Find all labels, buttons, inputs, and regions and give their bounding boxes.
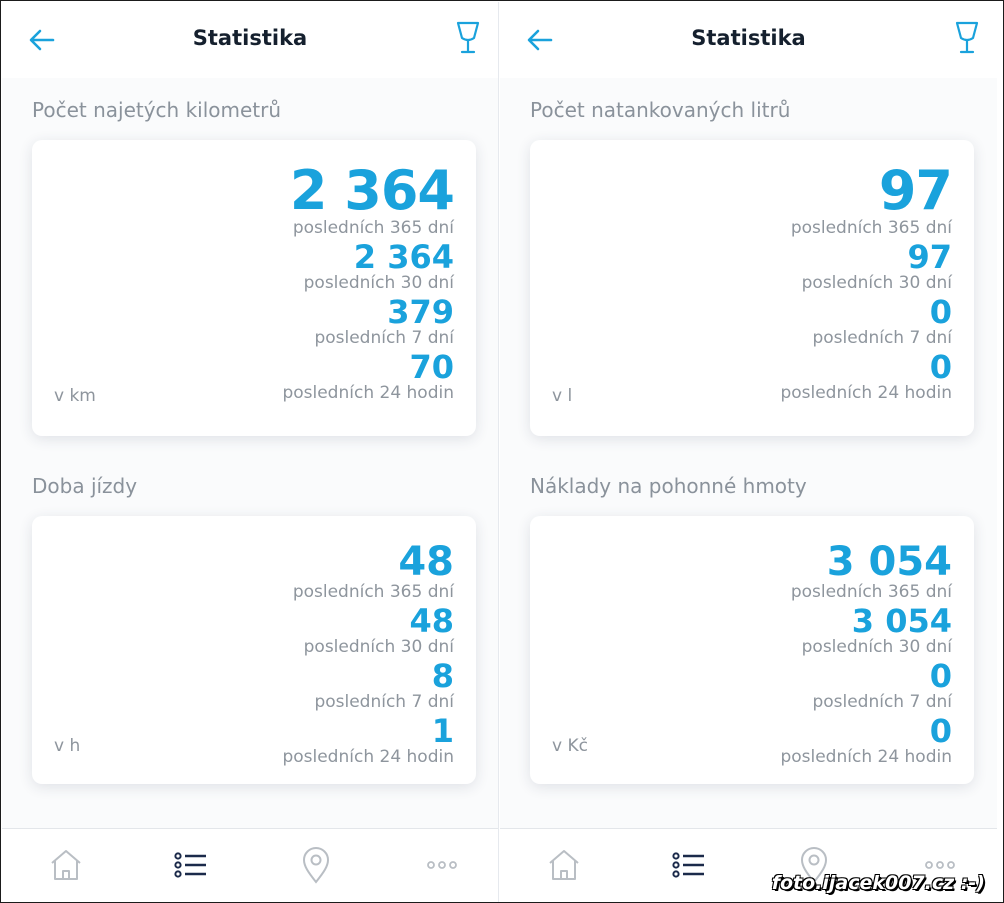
stat-label-365-days: posledních 365 dní (292, 218, 454, 238)
stat-value-7-days: 0 (929, 293, 952, 331)
location-pin-icon[interactable] (794, 845, 834, 885)
home-icon[interactable] (544, 845, 584, 885)
more-icon[interactable] (920, 845, 960, 885)
screen-right: Statistika Počet natankovaných litrů 97 … (500, 2, 997, 902)
stat-value-365-days: 97 (878, 159, 953, 222)
stat-label-365-days: posledních 365 dní (790, 218, 952, 238)
stat-label-30-days: posledních 30 dní (303, 273, 454, 293)
stat-card-kilometers: 2 364 posledních 365 dní 2 364 posledníc… (32, 140, 476, 436)
bottom-tab-bar (500, 828, 997, 902)
watermark-text: foto.ijacek007.cz :-) (771, 872, 985, 894)
stat-card-liters: 97 posledních 365 dní 97 posledních 30 d… (530, 140, 974, 436)
stat-value-24-hours: 0 (929, 712, 952, 750)
stat-card-driving-time: 48 posledních 365 dní 48 posledních 30 d… (32, 516, 476, 784)
stat-value-24-hours: 0 (929, 348, 952, 386)
stat-value-7-days: 8 (431, 657, 454, 695)
section-title-driving-time: Doba jízdy (32, 474, 138, 498)
trophy-cup-icon[interactable] (953, 20, 981, 56)
stat-label-30-days: posledních 30 dní (303, 637, 454, 657)
unit-label: v Kč (552, 736, 588, 756)
stat-values: 97 posledních 365 dní 97 posledních 30 d… (780, 159, 953, 404)
stat-value-365-days: 48 (398, 539, 454, 585)
home-icon[interactable] (46, 845, 86, 885)
stat-value-24-hours: 70 (409, 348, 454, 386)
stat-value-30-days: 97 (907, 238, 952, 276)
stat-card-fuel-costs: 3 054 posledních 365 dní 3 054 posledníc… (530, 516, 974, 784)
location-pin-icon[interactable] (296, 845, 336, 885)
stat-values: 48 posledních 365 dní 48 posledních 30 d… (282, 540, 454, 768)
list-icon[interactable] (170, 845, 210, 885)
stat-label-24-hours: posledních 24 hodin (282, 747, 454, 767)
stat-label-7-days: posledních 7 dní (812, 328, 952, 348)
stat-value-7-days: 379 (387, 293, 454, 331)
back-arrow-icon[interactable] (526, 26, 554, 54)
stat-label-365-days: posledních 365 dní (790, 582, 952, 602)
stat-value-24-hours: 1 (431, 712, 454, 750)
page-title: Statistika (691, 26, 806, 50)
app-header: Statistika (2, 2, 498, 78)
stat-value-7-days: 0 (929, 657, 952, 695)
section-title-liters: Počet natankovaných litrů (530, 98, 791, 122)
stat-label-365-days: posledních 365 dní (292, 582, 454, 602)
stat-label-24-hours: posledních 24 hodin (780, 747, 952, 767)
stat-label-24-hours: posledních 24 hodin (282, 383, 454, 403)
app-header: Statistika (500, 2, 997, 78)
stat-label-30-days: posledních 30 dní (801, 637, 952, 657)
stat-values: 2 364 posledních 365 dní 2 364 posledníc… (282, 159, 455, 404)
unit-label: v h (54, 736, 81, 756)
page-title: Statistika (192, 26, 308, 50)
stat-label-30-days: posledních 30 dní (801, 273, 952, 293)
stat-label-7-days: posledních 7 dní (812, 692, 952, 712)
stat-value-30-days: 48 (409, 602, 454, 640)
section-title-fuel-costs: Náklady na pohonné hmoty (530, 474, 807, 498)
screen-left: Statistika Počet najetých kilometrů 2 36… (2, 2, 499, 902)
list-icon[interactable] (668, 845, 708, 885)
unit-label: v l (552, 386, 573, 406)
stat-label-7-days: posledních 7 dní (314, 328, 454, 348)
stat-value-30-days: 2 364 (353, 238, 454, 276)
bottom-tab-bar (2, 828, 498, 902)
stat-label-24-hours: posledních 24 hodin (780, 383, 952, 403)
stat-value-30-days: 3 054 (851, 602, 952, 640)
stat-label-7-days: posledních 7 dní (314, 692, 454, 712)
more-icon[interactable] (422, 845, 462, 885)
stat-value-365-days: 3 054 (826, 539, 952, 585)
section-title-kilometers: Počet najetých kilometrů (32, 98, 282, 122)
unit-label: v km (54, 386, 96, 406)
trophy-cup-icon[interactable] (454, 20, 482, 56)
stat-values: 3 054 posledních 365 dní 3 054 posledníc… (780, 540, 952, 768)
stat-value-365-days: 2 364 (289, 159, 455, 222)
back-arrow-icon[interactable] (28, 26, 56, 54)
